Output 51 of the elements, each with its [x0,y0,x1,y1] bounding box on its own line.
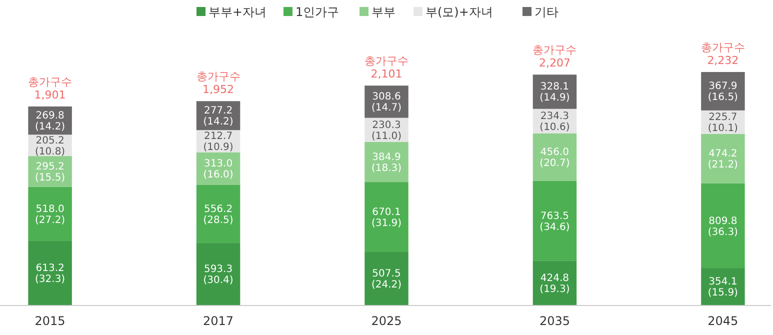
data-label: 518.0 (27.2) [35,204,66,226]
data-label: 384.9 (18.3) [371,152,402,174]
total-label: 총가구수 1,901 [28,75,72,102]
bar [532,260,577,305]
data-label: 424.8 (19.3) [540,272,570,295]
data-label: 367.9 (16.5) [708,81,738,104]
bar [364,252,408,305]
bar [532,133,577,181]
data-label: 308.6 (14.7) [371,92,402,114]
legend-label: 부부+자녀 [208,5,267,19]
data-label: 474.2 (21.2) [708,148,738,171]
data-label: 328.1 (14.9) [540,82,570,104]
data-label: 212.7 (10.9) [203,131,234,154]
data-label: 205.2 (10.8) [35,135,66,158]
legend-label: 부(모)+자녀 [426,5,493,19]
data-label: 277.2 (14.2) [203,106,234,128]
bar [701,183,745,268]
data-label: 225.7 (10.1) [708,112,738,134]
data-label: 230.3 (11.0) [371,120,402,142]
data-label: 593.3 (30.4) [203,264,234,286]
x-tick-label: 2035 [539,314,570,328]
bar [701,134,745,184]
data-label: 354.1 (15.9) [708,276,738,299]
x-tick-label: 2025 [371,314,402,328]
data-label: 556.2 (28.5) [203,204,234,226]
total-label: 총가구수 2,207 [532,44,577,70]
data-label: 269.8 (14.2) [35,110,66,133]
data-label: 613.2 (32.3) [35,262,66,285]
bar [196,243,240,305]
data-label: 507.5 (24.2) [371,268,402,291]
data-label: 809.8 (36.3) [708,216,738,238]
x-tick-label: 2017 [203,314,234,328]
total-label: 총가구수 1,952 [196,70,240,96]
bar [28,186,72,241]
x-tick-label: 2015 [34,314,66,328]
bar [364,182,408,252]
data-label: 763.5 (34.6) [540,210,570,233]
data-label: 670.1 (31.9) [371,207,402,230]
data-label: 234.3 (10.6) [540,111,570,134]
bar [196,184,240,244]
bar [532,180,577,261]
data-label: 456.0 (20.7) [540,147,570,170]
total-label: 총가구수 2,232 [700,41,745,67]
total-label: 총가구수 2,101 [364,54,408,81]
legend-label: 부부 [372,5,396,19]
data-label: 295.2 (15.5) [35,161,66,184]
x-tick-label: 2045 [708,314,738,328]
legend-label: 1인가구 [296,5,340,19]
data-label: 313.0 (16.0) [203,158,234,181]
bar [28,240,72,305]
legend-label: 기타 [534,5,558,19]
